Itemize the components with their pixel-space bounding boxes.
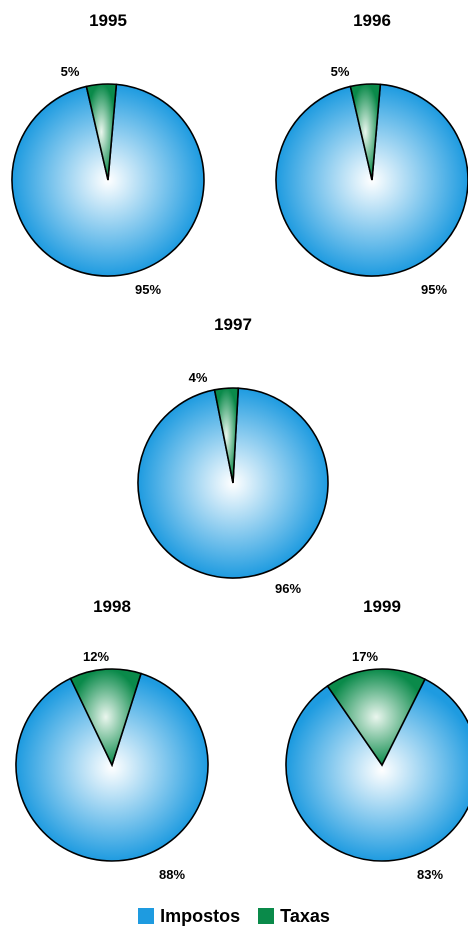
pie-chart-1996: 1996 5% 95% [275, 11, 468, 297]
data-label-impostos: 95% [421, 282, 447, 297]
slice-taxas [349, 83, 382, 181]
data-label-taxas: 5% [61, 64, 80, 79]
pies-layer: 19955%95%19965%95%19974%96%199812%88%199… [11, 11, 468, 882]
chart-title: 1999 [363, 597, 401, 616]
slice-taxas [213, 387, 240, 484]
legend-label-impostos: Impostos [160, 905, 241, 926]
slice-impostos [275, 83, 468, 277]
slice-impostos [15, 672, 209, 862]
data-label-impostos: 95% [135, 282, 161, 297]
pie-chart-1995: 1995 5% 95% [11, 11, 205, 297]
chart-title: 1995 [89, 11, 127, 30]
legend-swatch-impostos [138, 908, 155, 924]
chart-title: 1997 [214, 315, 252, 334]
data-label-impostos: 96% [275, 581, 301, 596]
chart-title: 1998 [93, 597, 131, 616]
data-label-taxas: 5% [331, 64, 350, 79]
pie-chart-1997: 1997 4% 96% [137, 315, 329, 596]
slice-taxas [85, 83, 118, 181]
chart-title: 1996 [353, 11, 391, 30]
data-label-taxas: 4% [189, 370, 208, 385]
data-label-taxas: 17% [352, 649, 378, 664]
data-label-impostos: 88% [159, 867, 185, 882]
slice-taxas [69, 668, 143, 768]
pie-chart-1998: 1998 12% 88% [15, 597, 209, 882]
slice-impostos [285, 678, 468, 862]
legend-swatch-taxas [258, 908, 275, 924]
legend-item-taxas: Taxas [258, 906, 330, 927]
slice-impostos [11, 83, 205, 277]
legend-item-impostos: Impostos [138, 906, 240, 927]
data-label-taxas: 12% [83, 649, 109, 664]
data-label-impostos: 83% [417, 867, 443, 882]
legend-label-taxas: Taxas [280, 905, 330, 926]
slice-taxas [326, 668, 427, 767]
pie-chart-1999: 1999 17% 83% [285, 597, 468, 882]
legend: Impostos Taxas [0, 903, 468, 929]
